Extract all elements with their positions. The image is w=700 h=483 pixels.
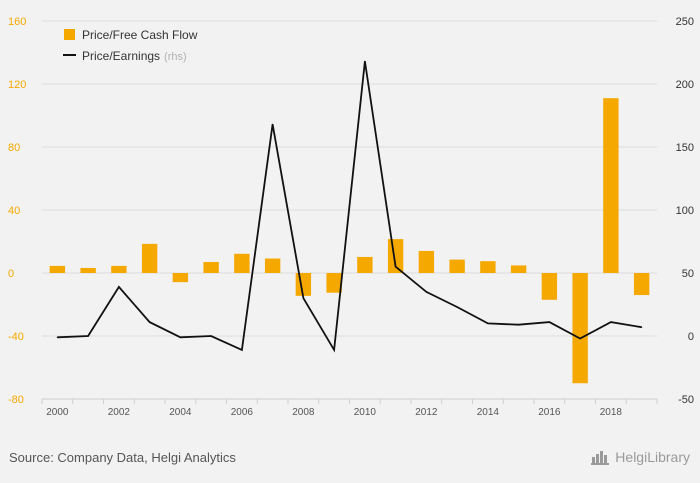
x-tick-label: 2014 [477,407,500,418]
pe-point-2018 [610,321,612,323]
y-right-tick-label: -50 [678,394,694,406]
legend-label-price-earnings: Price/Earnings [82,49,160,63]
y-right-tick-label: 200 [676,79,694,91]
bar-2011 [387,239,404,273]
bar-2015 [510,265,527,273]
x-tick-label: 2018 [600,407,623,418]
bar-2009 [326,273,342,293]
x-tick-label: 2002 [108,407,131,418]
y-right-tick-label: 0 [688,331,694,343]
x-tick-label: 2008 [292,407,315,418]
bars-price-fcf [49,98,650,384]
chart-canvas: -80 -40 0 40 80 120 160 -50 0 50 100 150 200 250 2000 2… [8,16,694,418]
pe-point-2003 [149,321,151,323]
x-tick-label: 2016 [538,407,561,418]
pe-point-2019 [641,326,643,328]
legend-entry-price-earnings: Price/Earnings (rhs) [82,49,187,63]
pe-point-2006 [241,349,243,351]
y-left-tick-label: -40 [8,331,24,343]
bar-2018 [603,98,619,273]
y-left-tick-label: 120 [8,79,26,91]
pe-point-2016 [548,321,550,323]
pe-point-2010 [364,60,366,62]
legend-label-price-fcf: Price/Free Cash Flow [82,28,198,42]
legend-note-rhs: (rhs) [164,51,187,63]
pe-point-2013 [456,306,458,308]
source-text: Source: Company Data, Helgi Analytics [9,450,236,465]
bar-2008 [295,273,312,296]
pe-point-2007 [272,123,274,125]
bar-2006 [234,253,250,273]
helgi-library-logo-icon [591,451,610,465]
y-left-tick-label: 0 [8,268,14,280]
axes: -80 -40 0 40 80 120 160 -50 0 50 100 150 200 250 2000 2… [8,16,694,418]
x-tick-label: 2012 [415,407,438,418]
x-tick-label: 2000 [46,407,69,418]
y-right-tick-label: 150 [676,142,694,154]
pe-point-2015 [518,324,520,326]
bar-2017 [572,273,588,384]
y-right-tick-label: 100 [676,205,694,217]
y-left-tick-label: -80 [8,394,24,406]
pe-point-2004 [179,336,181,338]
bar-2012 [418,250,435,273]
pe-point-2002 [118,286,120,288]
footer: Source: Company Data, Helgi Analytics He… [0,445,700,483]
pe-point-2005 [210,335,212,337]
bar-2016 [541,273,558,300]
bar-2001 [80,267,96,273]
x-tick-label: 2006 [231,407,254,418]
x-tick-label: 2010 [354,407,377,418]
bar-2000 [49,265,66,273]
pe-point-2012 [425,291,427,293]
bar-2007 [264,258,281,273]
pe-point-2014 [487,322,489,324]
bar-2014 [480,261,496,273]
line-price-earnings [56,60,643,353]
brand-logo[interactable]: HelgiLibrary [591,449,690,465]
bar-2003 [141,243,158,273]
pe-point-2008 [302,297,304,299]
x-tick-label: 2004 [169,407,192,418]
y-left-tick-label: 80 [8,142,20,154]
bar-2013 [449,259,465,273]
legend: Price/Free Cash Flow Price/Earnings (rhs) [63,28,198,63]
bar-2005 [203,261,219,273]
brand-name: HelgiLibrary [615,449,690,465]
pe-point-2001 [87,335,89,337]
pe-point-2011 [395,266,397,268]
pe-point-2017 [579,337,581,340]
bar-2019 [633,273,650,296]
pe-line-path [57,61,642,353]
bar-2004 [172,273,189,283]
bar-2010 [357,256,373,273]
y-right-tick-label: 50 [682,268,694,280]
pe-point-2009 [333,349,335,351]
pe-point-2000 [56,336,58,338]
bar-2002 [111,265,127,273]
y-right-tick-label: 250 [676,16,694,28]
legend-swatch-price-fcf [64,29,75,40]
y-left-tick-label: 160 [8,16,26,28]
y-left-tick-label: 40 [8,205,20,217]
